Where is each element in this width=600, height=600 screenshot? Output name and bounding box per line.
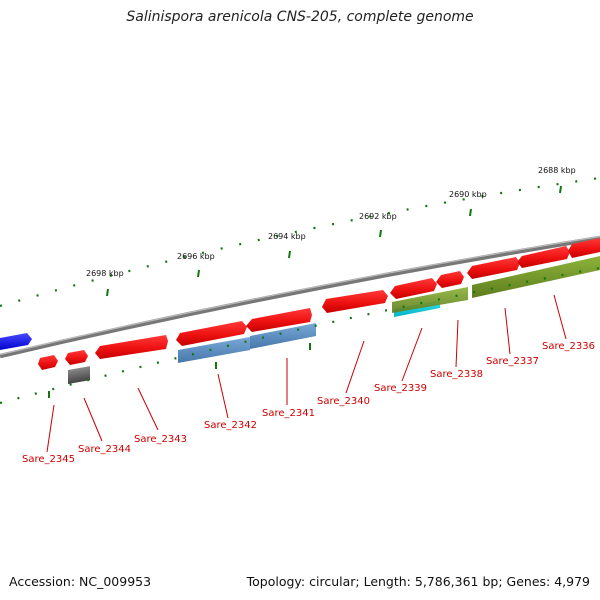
gene-labels: Sare_2345 Sare_2344 Sare_2343 Sare_2342 … xyxy=(22,341,595,465)
gene-label: Sare_2339 xyxy=(374,383,427,394)
scale-labels: 2698 kbp 2696 kbp 2694 kbp 2692 kbp 2690… xyxy=(86,166,576,278)
major-tick xyxy=(379,229,382,238)
scale-label: 2694 kbp xyxy=(268,232,306,241)
gene-steelblue-1 xyxy=(178,337,250,363)
map-title: Salinispora arenicola CNS-205, complete … xyxy=(126,9,474,25)
scale-label: 2698 kbp xyxy=(86,269,124,278)
gene-olive-2 xyxy=(472,256,600,298)
forward-strand xyxy=(0,238,600,370)
gene-label: Sare_2342 xyxy=(204,420,257,431)
scale-label: 2690 kbp xyxy=(449,190,487,199)
gene-sare-2341-fwd xyxy=(246,308,312,332)
gene-arrow-edge xyxy=(568,238,600,258)
inner-scale-arc xyxy=(0,266,600,405)
gene-label: Sare_2338 xyxy=(430,369,483,380)
gene-steelblue-2 xyxy=(250,323,316,349)
accession-text: Accession: NC_009953 xyxy=(9,574,152,589)
gene-sare-2342-fwd xyxy=(176,321,247,346)
genome-stats-text: Topology: circular; Length: 5,786,361 bp… xyxy=(246,574,590,589)
scale-label: 2692 kbp xyxy=(359,212,397,221)
gene-sare-2339-fwd xyxy=(390,278,437,299)
gene-arrow-blue xyxy=(0,333,32,350)
gene-label: Sare_2341 xyxy=(262,408,315,419)
gene-gray xyxy=(68,366,90,385)
gene-sare-2344 xyxy=(65,350,88,365)
gene-label: Sare_2343 xyxy=(134,434,187,445)
gene-sare-2338-fwd xyxy=(436,271,464,288)
major-tick xyxy=(469,208,472,217)
major-tick xyxy=(288,250,291,259)
outer-scale-arc xyxy=(0,176,600,308)
gene-sare-2343 xyxy=(95,335,168,359)
gene-label: Sare_2345 xyxy=(22,454,75,465)
gene-label: Sare_2336 xyxy=(542,341,595,352)
gene-label: Sare_2337 xyxy=(486,356,539,367)
gene-label: Sare_2344 xyxy=(78,444,131,455)
label-leaders xyxy=(46,294,567,453)
gene-label: Sare_2340 xyxy=(317,396,370,407)
major-tick xyxy=(197,269,200,278)
genome-backbone xyxy=(0,235,600,359)
gene-sare-2337-fwd xyxy=(467,257,520,279)
scale-label: 2688 kbp xyxy=(538,166,576,175)
gene-sare-2336-fwd xyxy=(517,246,570,268)
gene-sare-2340 xyxy=(322,290,388,313)
major-tick xyxy=(106,288,109,297)
gene-olive-1 xyxy=(392,287,468,313)
major-tick xyxy=(559,185,562,194)
scale-label: 2696 kbp xyxy=(177,252,215,261)
gene-sare-2345 xyxy=(38,355,58,370)
reverse-strand xyxy=(68,256,600,385)
